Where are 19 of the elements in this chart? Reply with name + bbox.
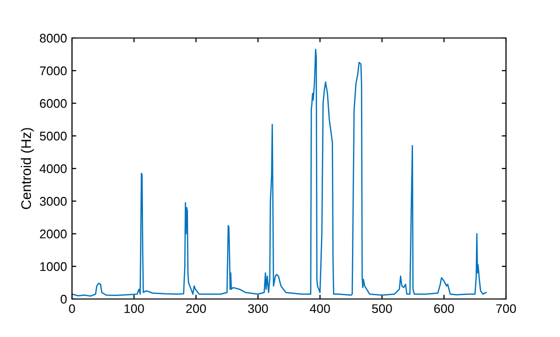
x-tick-label: 0 [69,304,75,314]
x-tick-label: 400 [310,304,330,314]
x-tick-label: 300 [248,304,268,314]
y-axis-title: Centroid (Hz) [20,128,34,210]
y-tick-label: 4000 [40,164,67,174]
y-tick-label: 8000 [40,34,67,43]
y-tick-label: 6000 [40,99,67,108]
x-tick-label: 200 [186,304,206,314]
y-tick-label: 2000 [40,230,67,238]
y-tick-label: 7000 [40,66,67,76]
y-tick-label: 1000 [40,262,67,272]
y-tick-label: 5000 [40,132,67,141]
x-tick-label: 500 [372,304,392,314]
x-tick-label: 100 [124,304,144,314]
y-tick-label: 3000 [40,196,67,206]
line-series [72,48,487,297]
x-tick-label: 600 [434,304,454,314]
x-tick-label: 700 [496,304,516,314]
y-tick-label: 0 [60,294,67,304]
